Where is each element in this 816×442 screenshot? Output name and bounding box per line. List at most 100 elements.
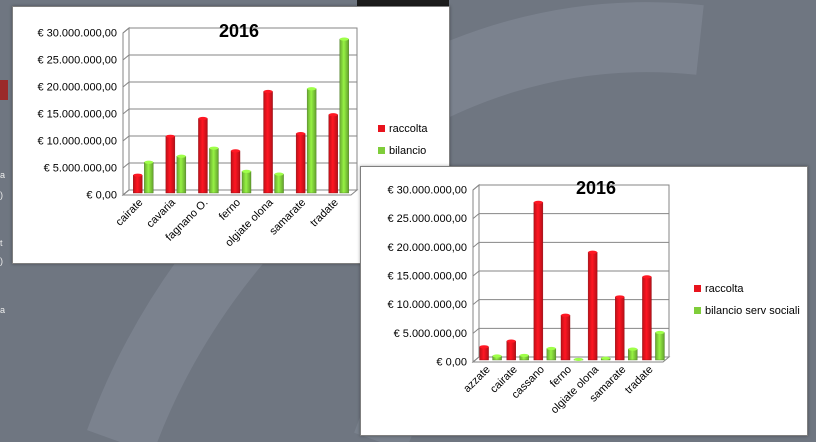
plot-floor <box>471 356 671 363</box>
bar-top <box>307 87 317 91</box>
bar-front <box>533 202 544 361</box>
bar-top <box>546 346 556 351</box>
bar-top <box>601 356 611 360</box>
gridline-side <box>122 27 130 34</box>
gridline-side <box>122 81 130 88</box>
legend-label: raccolta <box>705 283 744 295</box>
bar-chart-2: € 0,00 € 5.000.000,00 € 10.000.000,00 € 15.… <box>387 178 800 416</box>
bar-top <box>274 172 284 176</box>
y-tick-label: € 10.000.000,00 <box>37 136 117 148</box>
x-tick-label: samarate <box>267 197 308 238</box>
bar-top <box>209 146 219 150</box>
bar <box>573 357 584 362</box>
bar-top <box>165 134 175 138</box>
chart-panel-2: € 0,00 € 5.000.000,00 € 10.000.000,00 € 15.… <box>360 166 808 436</box>
bar-front <box>263 91 273 194</box>
bar-front <box>274 173 284 194</box>
bar-front <box>328 114 338 194</box>
bar <box>615 295 625 361</box>
bar-top <box>296 132 306 136</box>
bar-front <box>165 136 176 194</box>
bar <box>198 116 208 194</box>
bar-front <box>144 162 154 194</box>
bar <box>295 132 306 194</box>
gridline-side <box>122 135 130 142</box>
bar-front <box>230 150 241 194</box>
bar <box>209 146 219 194</box>
bar <box>165 134 176 194</box>
bar <box>655 330 665 361</box>
bar <box>339 37 349 194</box>
bar-top <box>231 149 240 153</box>
bar-front <box>295 133 306 194</box>
bar-top <box>642 275 652 279</box>
bar-top <box>133 173 143 177</box>
bar <box>479 345 489 361</box>
bar-front <box>209 147 219 194</box>
bar <box>176 154 187 194</box>
gridline-side <box>472 184 480 191</box>
bar-top <box>615 295 625 299</box>
bar-top <box>506 339 516 343</box>
bar-top <box>328 113 338 117</box>
bar-top <box>242 169 251 173</box>
y-tick-label: € 10.000.000,00 <box>387 299 467 311</box>
gridline-side <box>122 54 130 61</box>
y-tick-label: € 15.000.000,00 <box>387 271 467 283</box>
bar <box>587 250 598 361</box>
bar-top <box>655 330 665 335</box>
bar <box>263 89 273 194</box>
bar <box>274 172 284 194</box>
gridline-side <box>472 327 480 334</box>
bar-front <box>176 156 187 194</box>
legend-swatch <box>694 307 701 314</box>
bar <box>230 149 241 194</box>
x-tick-label: ferno <box>217 197 243 223</box>
bar <box>546 346 557 361</box>
bar-front <box>628 348 638 361</box>
left-edge-partial-text: a ) t ) a <box>0 0 12 442</box>
bar-front <box>133 174 143 194</box>
x-tick-label: cairate <box>114 197 146 229</box>
bar-top <box>339 37 349 41</box>
bar-front <box>506 340 516 361</box>
bar-front <box>546 348 557 361</box>
bar <box>492 354 502 361</box>
y-tick-label: € 30.000.000,00 <box>387 185 467 197</box>
bar-front <box>642 276 652 361</box>
bar-front <box>587 252 598 361</box>
gridline-side <box>472 213 480 220</box>
gridline-side <box>472 270 480 277</box>
bar-top <box>176 154 186 158</box>
bar-front <box>560 315 571 361</box>
chart-title: 2016 <box>219 21 259 41</box>
y-tick-label: € 5.000.000,00 <box>394 328 467 340</box>
bar <box>144 160 154 194</box>
legend-swatch <box>378 147 385 154</box>
gridline-side <box>472 299 480 306</box>
y-tick-label: € 25.000.000,00 <box>387 213 467 225</box>
bar <box>560 313 571 361</box>
window-top-strip <box>357 0 449 6</box>
bar-top <box>492 354 502 358</box>
gridline-side <box>122 189 130 196</box>
bar-front <box>615 296 625 361</box>
chart-title: 2016 <box>576 178 616 198</box>
y-tick-label: € 0,00 <box>86 190 117 202</box>
bar-top <box>519 353 529 358</box>
bar-top <box>198 116 208 121</box>
y-tick-label: € 20.000.000,00 <box>387 242 467 254</box>
bar <box>519 353 529 361</box>
bar <box>600 356 611 361</box>
gridline-side <box>472 241 480 248</box>
legend-label: bilancio <box>389 145 426 157</box>
bar-top <box>561 313 570 317</box>
bar-chart-1: € 0,00 € 5.000.000,00 € 10.000.000,00 € 15.… <box>37 21 428 249</box>
bar <box>133 173 143 194</box>
bar <box>506 339 516 361</box>
legend-label: bilancio serv sociali <box>705 305 800 317</box>
y-tick-label: € 15.000.000,00 <box>37 109 117 121</box>
bar-front <box>655 332 665 361</box>
legend-swatch <box>378 125 385 132</box>
bar <box>328 113 338 194</box>
